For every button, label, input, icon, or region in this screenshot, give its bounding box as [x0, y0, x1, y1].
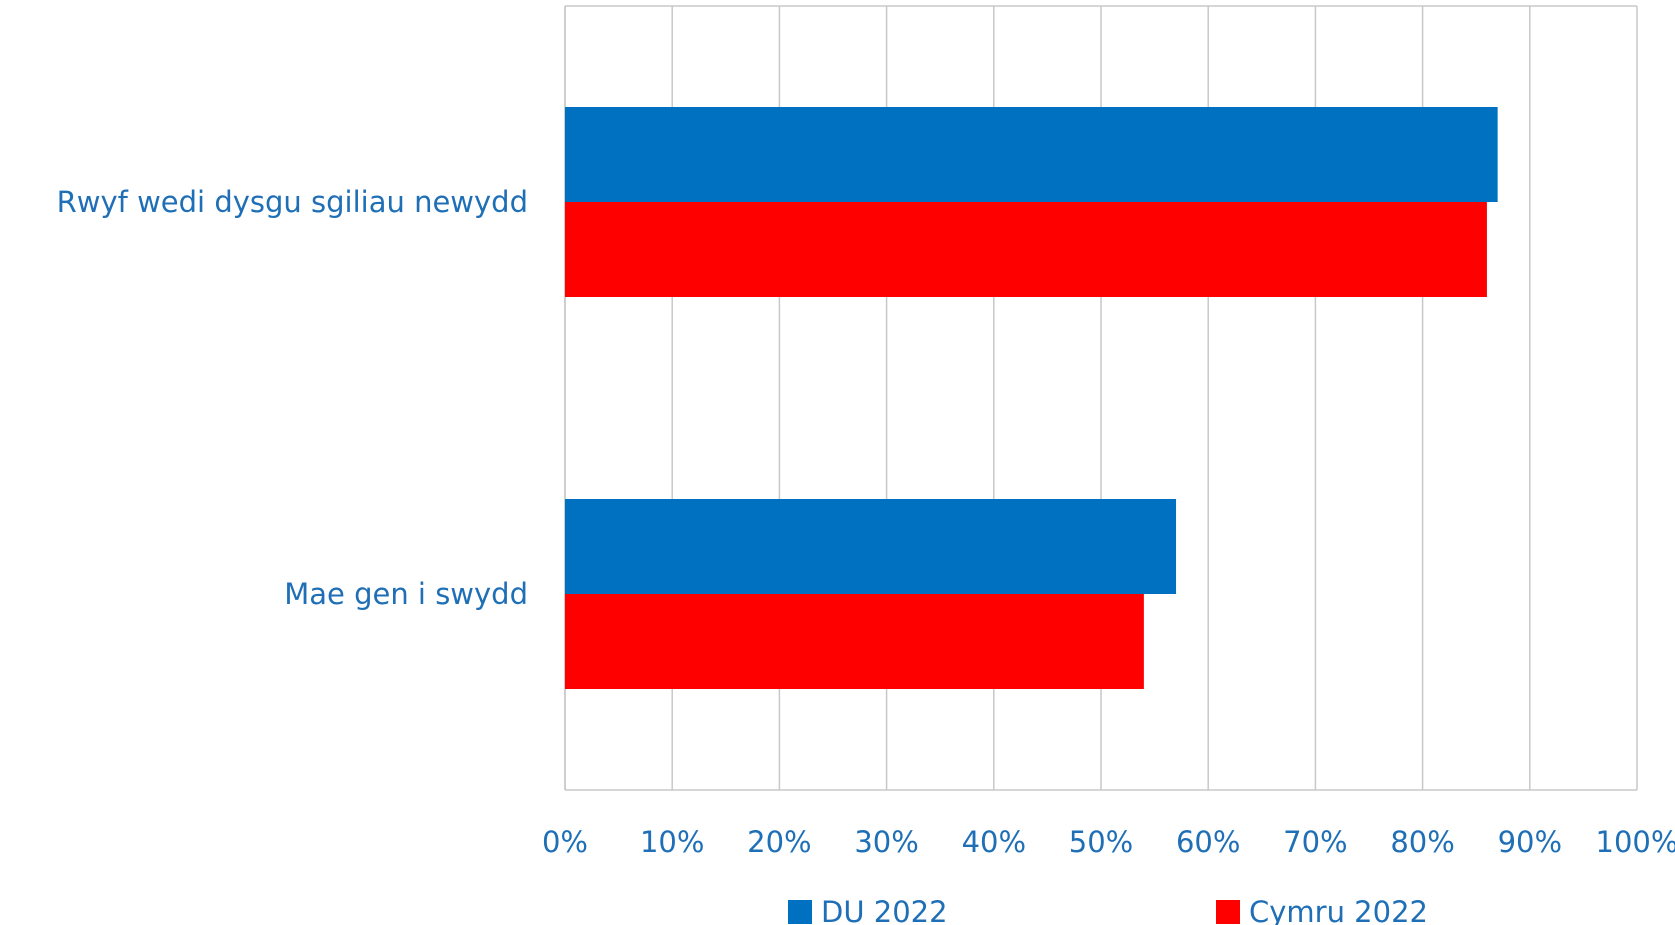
bar-cymru-2022 [565, 594, 1144, 689]
legend-label: DU 2022 [821, 895, 948, 925]
x-tick-label: 10% [640, 825, 704, 859]
bar-cymru-2022 [565, 202, 1487, 297]
x-axis-tick-labels: 0% 10% 20% 30% 40% 50% 60% 70% 80% 90% 100% [542, 825, 1675, 859]
legend-swatch [1216, 900, 1240, 924]
x-tick-label: 50% [1069, 825, 1133, 859]
x-tick-label: 20% [747, 825, 811, 859]
legend-label: Cymru 2022 [1249, 895, 1428, 925]
bar-du-2022 [565, 107, 1498, 202]
x-tick-label: 0% [542, 825, 588, 859]
x-tick-label: 40% [962, 825, 1026, 859]
x-tick-label: 70% [1283, 825, 1347, 859]
category-label: Rwyf wedi dysgu sgiliau newydd [57, 185, 528, 219]
x-tick-label: 90% [1498, 825, 1562, 859]
x-tick-label: 100% [1596, 825, 1675, 859]
x-tick-label: 80% [1390, 825, 1454, 859]
x-tick-label: 60% [1176, 825, 1240, 859]
category-label: Mae gen i swydd [284, 577, 528, 611]
bars [565, 107, 1498, 689]
category-labels: Rwyf wedi dysgu sgiliau newydd Mae gen i … [57, 185, 528, 611]
legend: DU 2022 Cymru 2022 [788, 895, 1428, 925]
bar-du-2022 [565, 499, 1177, 594]
legend-swatch [788, 900, 812, 924]
x-tick-label: 30% [854, 825, 918, 859]
